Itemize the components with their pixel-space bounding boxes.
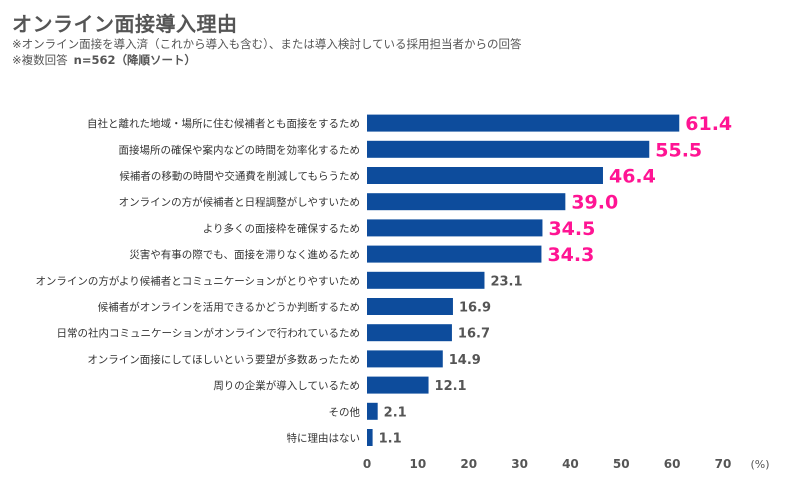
category-label: オンラインの方がより候補者とコミュニケーションがとりやすいため (35, 274, 360, 287)
bar (367, 298, 453, 315)
value-label: 61.4 (685, 113, 732, 135)
value-label: 39.0 (571, 192, 618, 214)
bar (367, 219, 543, 237)
category-label: その他 (329, 405, 361, 418)
value-label: 2.1 (384, 405, 407, 420)
bar (367, 271, 485, 289)
bar (367, 167, 603, 184)
category-label: より多くの面接枠を確保するため (203, 222, 360, 235)
value-label: 12.1 (435, 379, 467, 394)
category-label: 周りの企業が導入しているため (213, 379, 360, 392)
value-label: 23.1 (490, 274, 522, 289)
x-tick-label: 0 (363, 457, 371, 471)
bar (367, 324, 452, 342)
x-tick-label: 50 (613, 457, 630, 471)
chart-note-sample: ※複数回答 n=562（降順ソート） (12, 52, 196, 68)
x-tick-label: 20 (460, 457, 477, 471)
category-label: オンラインの方が候補者と日程調整がしやすいため (119, 196, 360, 209)
category-label: 特に理由はない (287, 432, 361, 445)
bar (367, 350, 443, 368)
bar (367, 140, 650, 158)
value-label: 34.3 (547, 244, 594, 266)
value-label: 34.5 (548, 218, 595, 240)
category-label: 面接場所の確保や案内などの時間を効率化するため (119, 143, 361, 156)
value-label: 14.9 (449, 353, 481, 368)
x-tick-label: 10 (410, 457, 427, 471)
x-tick-label: 60 (664, 457, 681, 471)
category-label: 候補者がオンラインを活用できるかどうか判断するため (98, 301, 360, 314)
chart-note-respondents: ※オンライン面接を導入済（これから導入も含む）、または導入検討している採用担当者… (12, 37, 522, 51)
bar (367, 114, 680, 132)
category-label: 自社と離れた地域・場所に住む候補者とも面接をするため (87, 117, 360, 130)
category-label: 候補者の移動の時間や交通費を削減してもらうため (119, 170, 360, 183)
bar (367, 429, 373, 446)
value-label: 16.7 (458, 327, 490, 342)
value-label: 46.4 (609, 166, 656, 188)
value-label: 55.5 (655, 139, 702, 161)
category-label: 日常の社内コミュニケーションがオンラインで行われているため (57, 327, 360, 340)
x-tick-label: 40 (562, 457, 579, 471)
bar (367, 376, 429, 394)
multiple-answers-label: ※複数回答 (12, 53, 68, 67)
value-label: 16.9 (459, 301, 491, 316)
value-label: 1.1 (379, 432, 402, 447)
category-label: 災害や有事の際でも、面接を滞りなく進めるため (129, 248, 360, 261)
bar (367, 402, 378, 420)
bar (367, 193, 566, 211)
x-tick-label: 70 (715, 457, 732, 471)
x-axis-unit: (%) (750, 458, 769, 471)
sample-size-label: n=562（降順ソート） (73, 53, 196, 67)
chart-title: オンライン面接導入理由 (12, 12, 238, 36)
x-tick-label: 30 (511, 457, 528, 471)
category-label: オンライン面接にしてほしいという要望が多数あったため (87, 353, 360, 366)
bar (367, 245, 542, 263)
